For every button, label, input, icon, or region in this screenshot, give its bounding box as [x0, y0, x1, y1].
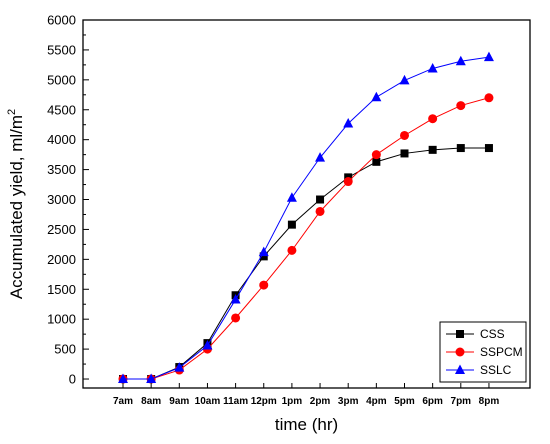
- data-point-css: [484, 144, 493, 153]
- data-point-sspcm: [231, 313, 241, 323]
- data-point-sspcm: [315, 206, 325, 216]
- y-tick-label: 1000: [47, 312, 76, 327]
- data-point-sslc: [483, 51, 494, 62]
- data-point-sspcm: [484, 93, 494, 103]
- data-point-sslc: [427, 62, 438, 73]
- x-tick-label: 6pm: [422, 396, 443, 407]
- y-tick-label: 5500: [47, 42, 76, 57]
- axes-layer: 0 500 1000 1500 2000 2500 3000 3500 4000 4500 5000…: [47, 13, 531, 407]
- data-point-css: [316, 195, 325, 204]
- x-axis-title: time (hr): [275, 415, 338, 434]
- x-tick-label: 2pm: [310, 396, 331, 407]
- y-axis-title-text: Accumulated yield, ml/m: [7, 115, 26, 299]
- data-point-sslc: [118, 373, 128, 384]
- data-point-sspcm: [287, 245, 297, 255]
- plot-layer: [118, 51, 494, 384]
- series-line-sspcm: [123, 97, 490, 380]
- data-point-sslc: [146, 373, 157, 384]
- data-point-sspcm: [259, 280, 269, 290]
- legend-label-sspcm: SSPCM: [480, 345, 523, 359]
- y-tick-label: 4000: [47, 132, 76, 147]
- y-tick-label: 2000: [47, 252, 76, 267]
- x-tick-label: 10am: [195, 396, 221, 407]
- series-line-sslc: [123, 56, 490, 380]
- data-point-sslc: [258, 246, 269, 257]
- x-tick-label: 11am: [223, 396, 248, 407]
- data-point-css: [456, 144, 465, 153]
- data-point-sslc: [315, 152, 326, 162]
- x-tick-label: 1pm: [282, 396, 303, 407]
- data-point-sslc: [343, 118, 354, 128]
- data-point-css: [400, 149, 409, 158]
- x-tick-label: 7am: [113, 396, 133, 407]
- x-tick-label: 7pm: [451, 396, 472, 407]
- data-point-sslc: [286, 192, 297, 202]
- series-line-css: [123, 147, 489, 380]
- legend-marker-sslc: [455, 364, 465, 374]
- legend: CSS SSPCM SSLC: [439, 321, 527, 383]
- y-tick-label: 6000: [47, 13, 76, 28]
- y-tick-label: 500: [54, 342, 76, 357]
- x-tick-label: 4pm: [366, 396, 387, 407]
- data-point-css: [372, 157, 381, 166]
- y-tick-label: 0: [69, 372, 76, 387]
- x-tick-label: 8pm: [479, 396, 500, 407]
- x-tick-label: 5pm: [394, 396, 415, 407]
- data-point-sslc: [399, 74, 410, 85]
- legend-label-css: CSS: [480, 327, 505, 341]
- data-point-sspcm: [400, 130, 409, 140]
- y-tick-label: 4500: [47, 102, 76, 117]
- y-tick-label: 5000: [47, 72, 76, 87]
- data-point-sslc: [230, 293, 241, 304]
- data-point-css: [428, 145, 437, 154]
- data-point-sslc: [455, 55, 466, 66]
- data-point-sspcm: [428, 114, 438, 124]
- data-point-sspcm: [371, 150, 381, 160]
- plot-frame: [82, 19, 531, 389]
- x-tick-label: 12pm: [251, 396, 277, 407]
- y-axis-title-superscript: 2: [6, 109, 18, 115]
- data-point-css: [259, 252, 268, 261]
- x-tick-label: 9am: [169, 396, 189, 407]
- x-tick-label: 8am: [141, 396, 161, 407]
- x-tick-label: 3pm: [338, 396, 359, 407]
- y-axis-title: Accumulated yield, ml/m2: [6, 109, 26, 299]
- y-tick-label: 3000: [47, 192, 76, 207]
- legend-label-sslc: SSLC: [480, 363, 512, 377]
- legend-marker-sspcm: [455, 347, 465, 357]
- data-point-sslc: [202, 340, 213, 350]
- data-point-sspcm: [343, 177, 353, 187]
- data-point-sspcm: [456, 101, 466, 111]
- legend-marker-css: [456, 330, 464, 338]
- data-point-sslc: [371, 91, 382, 102]
- y-tick-label: 1500: [47, 282, 76, 297]
- y-tick-label: 2500: [47, 222, 76, 237]
- data-point-sslc: [174, 362, 185, 372]
- data-point-css: [287, 220, 296, 229]
- y-tick-label: 3500: [47, 162, 76, 177]
